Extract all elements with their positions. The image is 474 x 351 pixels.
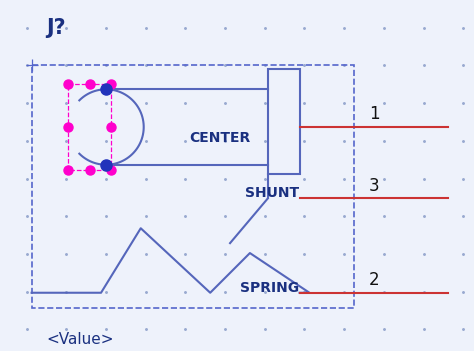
Text: CENTER: CENTER bbox=[190, 131, 251, 145]
Bar bbox=[68, 84, 111, 170]
Text: J?: J? bbox=[46, 18, 66, 38]
Text: 2: 2 bbox=[369, 271, 380, 289]
Text: 1: 1 bbox=[369, 105, 380, 123]
Text: 3: 3 bbox=[369, 177, 380, 194]
Text: <Value>: <Value> bbox=[46, 332, 114, 347]
Bar bbox=[32, 65, 354, 307]
Text: SPRING: SPRING bbox=[240, 281, 300, 295]
Text: SHUNT: SHUNT bbox=[246, 186, 300, 200]
Bar bbox=[268, 69, 300, 174]
